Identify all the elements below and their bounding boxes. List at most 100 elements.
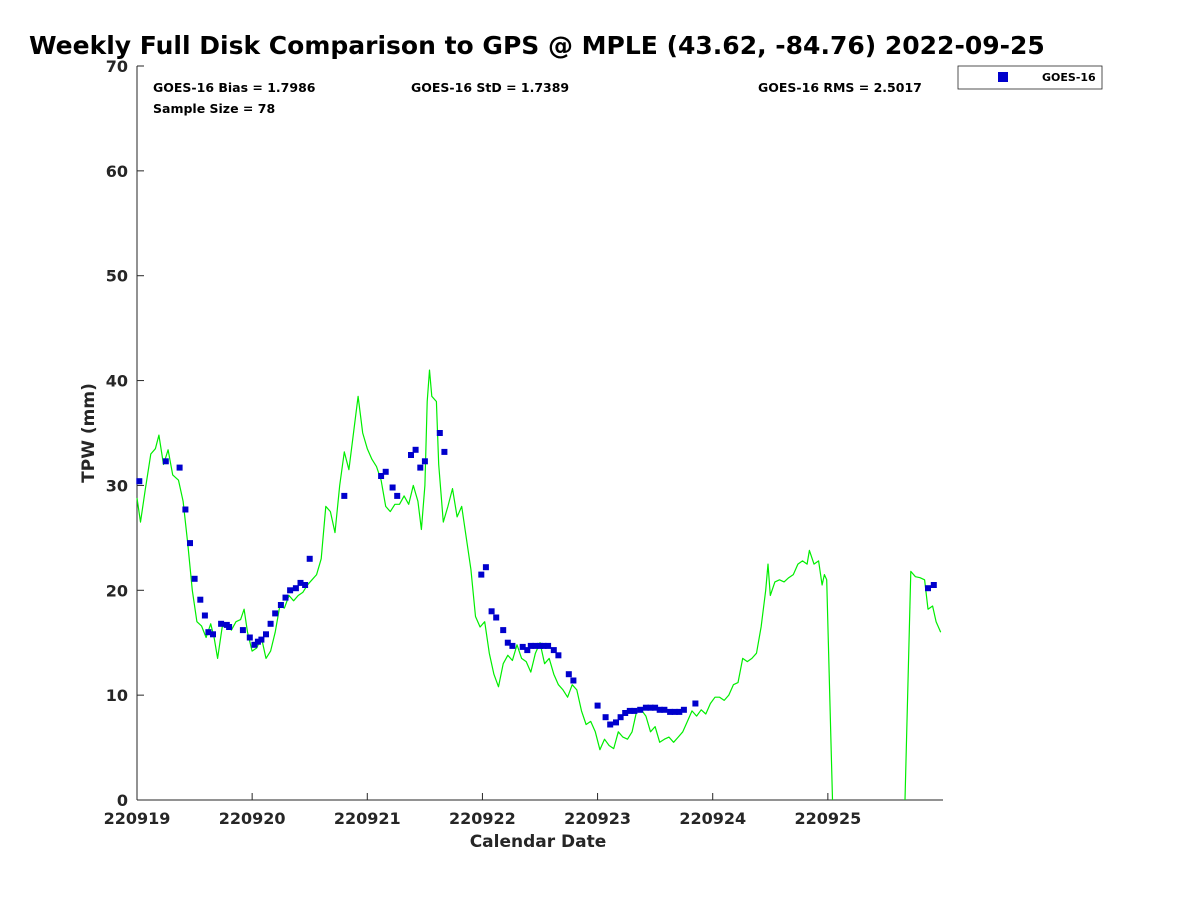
goes16-point [565, 671, 572, 678]
goes16-point [488, 608, 495, 615]
stat-std: GOES-16 StD = 1.7389 [411, 80, 569, 95]
goes16-point [478, 571, 485, 578]
goes16-point [540, 642, 547, 649]
goes16-point [667, 708, 674, 715]
goes16-point [637, 706, 644, 713]
stat-rms: GOES-16 RMS = 2.5017 [758, 80, 922, 95]
goes16-point [197, 596, 204, 603]
goes16-point [378, 473, 385, 479]
x-tick-label: 220924 [679, 809, 746, 828]
goes16-point [493, 614, 500, 621]
goes16-point [519, 643, 526, 650]
y-tick-label: 0 [117, 791, 128, 810]
goes16-point [555, 652, 562, 659]
goes16-point [258, 636, 265, 643]
goes16-point [671, 708, 678, 715]
goes16-point [306, 555, 313, 562]
goes16-point [607, 721, 614, 728]
x-axis-label: Calendar Date [470, 832, 607, 852]
stat-sample-size: Sample Size = 78 [153, 101, 275, 116]
x-tick-label: 220921 [334, 809, 401, 828]
x-tick-label: 220923 [564, 809, 631, 828]
goes16-point [661, 706, 668, 713]
goes16-point [394, 492, 401, 499]
plot-frame [137, 66, 943, 800]
goes16-point [239, 627, 246, 634]
goes16-point [527, 642, 534, 649]
legend-marker-goes16 [998, 72, 1008, 82]
series-layer [136, 369, 942, 801]
goes16-point [550, 647, 557, 654]
goes16-point [408, 452, 414, 458]
goes16-point [524, 647, 531, 654]
goes16-point [594, 702, 601, 709]
goes16-point [277, 602, 284, 608]
x-tick-label: 220919 [104, 809, 171, 828]
goes16-point [297, 579, 304, 586]
y-tick-label: 60 [106, 162, 128, 181]
legend-box [957, 65, 1103, 90]
goes16-point [251, 641, 258, 648]
goes16-point [218, 620, 225, 627]
goes16-point [282, 594, 289, 601]
goes16-point [417, 464, 424, 471]
stat-bias: GOES-16 Bias = 1.7986 [153, 80, 316, 95]
goes16-point [532, 642, 539, 649]
goes16-point [272, 610, 279, 617]
goes16-point [341, 492, 348, 499]
goes16-point [226, 624, 233, 630]
goes16-point [656, 706, 663, 713]
y-tick-label: 40 [106, 372, 128, 391]
goes16-point [622, 710, 629, 716]
goes16-point [680, 706, 687, 713]
goes16-point [441, 448, 448, 455]
goes16-point [287, 587, 294, 594]
goes16-point [382, 468, 389, 475]
y-tick-label: 70 [106, 57, 128, 76]
goes16-point [136, 478, 143, 485]
y-axis-label: TPW (mm) [79, 383, 99, 483]
goes16-point [205, 629, 212, 636]
goes16-point [545, 642, 552, 649]
gps-line-segment [136, 369, 834, 801]
x-tick-label: 220922 [449, 809, 516, 828]
goes16-point [182, 506, 189, 513]
goes16-point [302, 582, 309, 588]
goes16-point [246, 634, 253, 641]
goes16-point [210, 631, 216, 638]
goes16-point [162, 458, 169, 465]
legend-label-goes16: GOES-16 [1042, 71, 1096, 84]
goes16-point [647, 704, 654, 711]
goes16-point [692, 700, 699, 707]
goes16-point [176, 464, 183, 471]
y-axis: 0 10 20 30 40 50 60 70 [106, 57, 144, 810]
goes16-point [421, 458, 428, 465]
goes16-point [626, 707, 633, 714]
y-tick-label: 20 [106, 581, 128, 600]
goes16-point [263, 631, 269, 638]
goes16-point [500, 627, 507, 634]
goes16-point [570, 677, 577, 684]
goes16-point [676, 708, 683, 715]
goes16-point [930, 582, 937, 588]
goes16-point [267, 620, 274, 627]
goes16-point [509, 642, 516, 649]
goes16-point [613, 719, 619, 726]
goes16-point [652, 704, 659, 711]
y-tick-label: 30 [106, 476, 128, 495]
x-tick-label: 220925 [794, 809, 861, 828]
goes16-point [617, 714, 624, 721]
goes16-point [201, 612, 208, 619]
y-tick-label: 10 [106, 686, 128, 705]
goes16-point [925, 585, 931, 592]
goes16-point [389, 484, 396, 491]
x-tick-label: 220920 [219, 809, 286, 828]
goes16-point [537, 642, 543, 649]
chart-title: Weekly Full Disk Comparison to GPS @ MPL… [29, 31, 1045, 60]
x-axis: 220919 220920 220921 220922 220923 220924 2209… [104, 793, 943, 828]
goes16-point [602, 714, 609, 721]
y-tick-label: 50 [106, 267, 128, 286]
goes16-point [642, 704, 649, 711]
goes16-point [412, 446, 419, 453]
